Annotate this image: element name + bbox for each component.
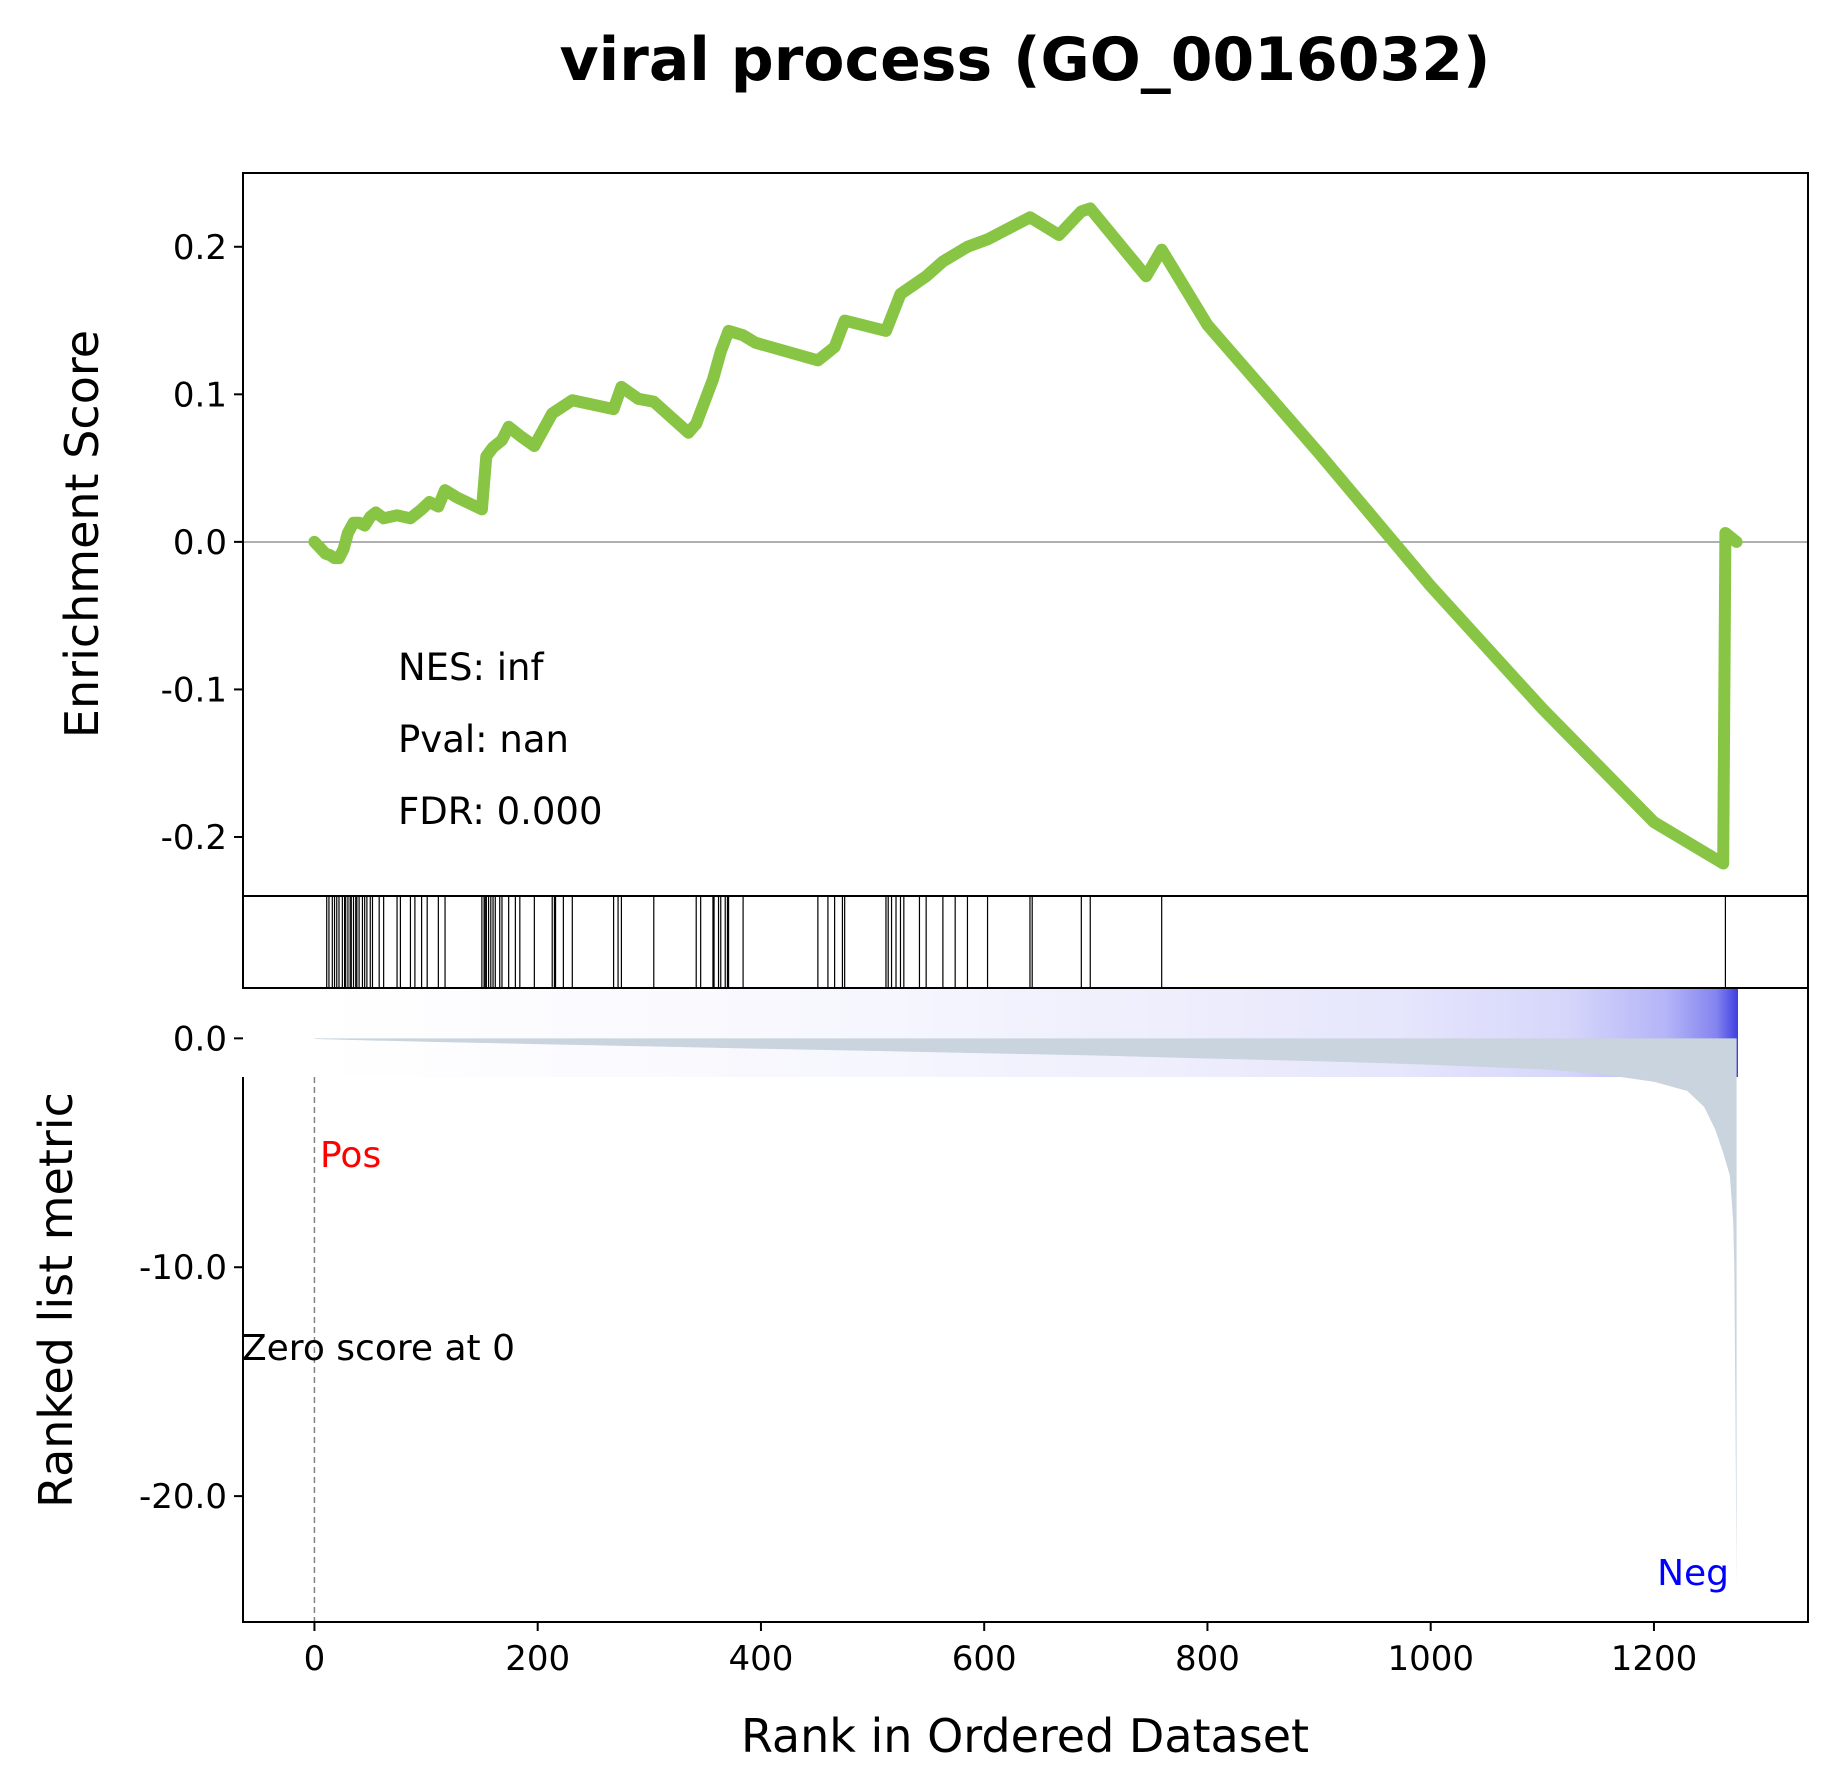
es-y-tick-label: 0.1 bbox=[173, 375, 227, 415]
metric-y-tick-label: -10.0 bbox=[139, 1248, 227, 1288]
pval-stat: Pval: nan bbox=[398, 718, 569, 761]
x-tick-label: 800 bbox=[1175, 1639, 1240, 1679]
es-y-axis-label: Enrichment Score bbox=[55, 330, 109, 738]
fdr-stat: FDR: 0.000 bbox=[398, 790, 603, 833]
metric-y-tick-label: -20.0 bbox=[139, 1477, 227, 1517]
enrichment-score-panel: 0.2 0.1 0.0 -0.1 -0.2 Enrichment Score NES: … bbox=[55, 172, 1809, 897]
es-y-tick-label: -0.1 bbox=[161, 670, 227, 710]
x-tick-label: 600 bbox=[952, 1639, 1017, 1679]
metric-y-axis-label: Ranked list metric bbox=[29, 1092, 83, 1508]
x-tick-label: 200 bbox=[505, 1639, 570, 1679]
es-curve-line bbox=[308, 202, 1743, 870]
zero-score-label: Zero score at 0 bbox=[242, 1328, 515, 1369]
es-y-axis: 0.2 0.1 0.0 -0.1 -0.2 bbox=[161, 228, 243, 858]
hit-frame bbox=[242, 895, 1809, 989]
es-y-tick-label: 0.2 bbox=[173, 228, 227, 268]
metric-frame bbox=[242, 988, 1809, 1623]
nes-stat: NES: inf bbox=[398, 646, 544, 689]
hit-markers bbox=[326, 896, 1726, 988]
metric-y-tick-label: 0.0 bbox=[173, 1019, 227, 1059]
es-y-tick-label: -0.2 bbox=[161, 818, 227, 858]
metric-y-axis: 0.0 -10.0 -20.0 bbox=[139, 1019, 243, 1517]
es-frame bbox=[242, 172, 1809, 897]
x-tick-label: 1000 bbox=[1387, 1639, 1474, 1679]
x-tick-label: 0 bbox=[304, 1639, 326, 1679]
es-y-tick-label: 0.0 bbox=[173, 523, 227, 563]
chart-title: viral process (GO_0016032) bbox=[560, 25, 1491, 95]
x-tick-label: 1200 bbox=[1611, 1639, 1698, 1679]
x-axis: 0 200 400 600 800 1000 1200 bbox=[304, 1622, 1698, 1679]
neg-label: Neg bbox=[1657, 1553, 1729, 1594]
x-tick-label: 400 bbox=[728, 1639, 793, 1679]
pos-label: Pos bbox=[320, 1135, 381, 1176]
x-axis-label: Rank in Ordered Dataset bbox=[741, 1709, 1309, 1763]
metric-area bbox=[314, 1038, 1737, 1593]
hit-marker-panel bbox=[242, 895, 1809, 989]
ranked-metric-panel: 0.0 -10.0 -20.0 0 200 400 600 800 1000 1200 Rank… bbox=[29, 987, 1809, 1763]
